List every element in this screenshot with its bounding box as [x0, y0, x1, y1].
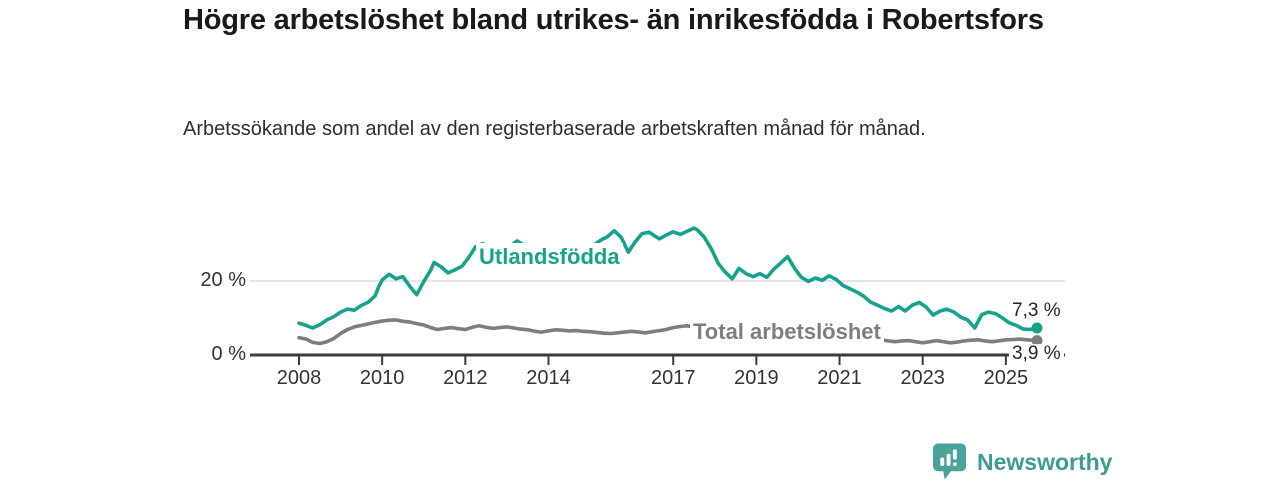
end-value-label-total-arbetsloshet: 3,9 %: [1009, 344, 1064, 363]
chart-title: Högre arbetslöshet bland utrikes- än inr…: [183, 4, 1044, 36]
series-line-total-arbetsl-shet: [297, 318, 1039, 346]
end-value-label-utlandsfodda: 7,3 %: [1012, 300, 1061, 321]
y-axis-tick-label-0: 0 %: [211, 343, 246, 365]
brand-name: Newsworthy: [977, 448, 1113, 475]
x-axis-tick-label: 2012: [443, 367, 488, 389]
x-axis-tick-label: 2014: [526, 367, 571, 389]
y-axis-tick-label-20: 20 %: [200, 269, 246, 291]
x-axis-tick-label: 2008: [276, 367, 322, 389]
newsworthy-logo-icon: [933, 443, 967, 480]
series-end-dot: [1031, 322, 1043, 334]
brand-footer: Newsworthy: [933, 443, 1112, 480]
series-label-utlandsfodda: Utlandsfödda: [476, 243, 623, 271]
x-axis-tick-label: 2019: [734, 367, 779, 389]
series-line-utlandsf-dda: [297, 226, 1039, 332]
x-axis-tick-label: 2010: [359, 367, 405, 389]
x-axis-tick-label: 2017: [650, 367, 696, 389]
x-axis-tick-label: 2025: [983, 367, 1029, 389]
series-label-total-arbetsloshet: Total arbetslöshet: [690, 318, 884, 346]
chart-subtitle: Arbetssökande som andel av den registerb…: [183, 118, 926, 140]
series-end-dot: [1031, 335, 1043, 347]
x-axis-tick-label: 2021: [817, 367, 862, 389]
x-axis-tick-label: 2023: [900, 367, 945, 389]
